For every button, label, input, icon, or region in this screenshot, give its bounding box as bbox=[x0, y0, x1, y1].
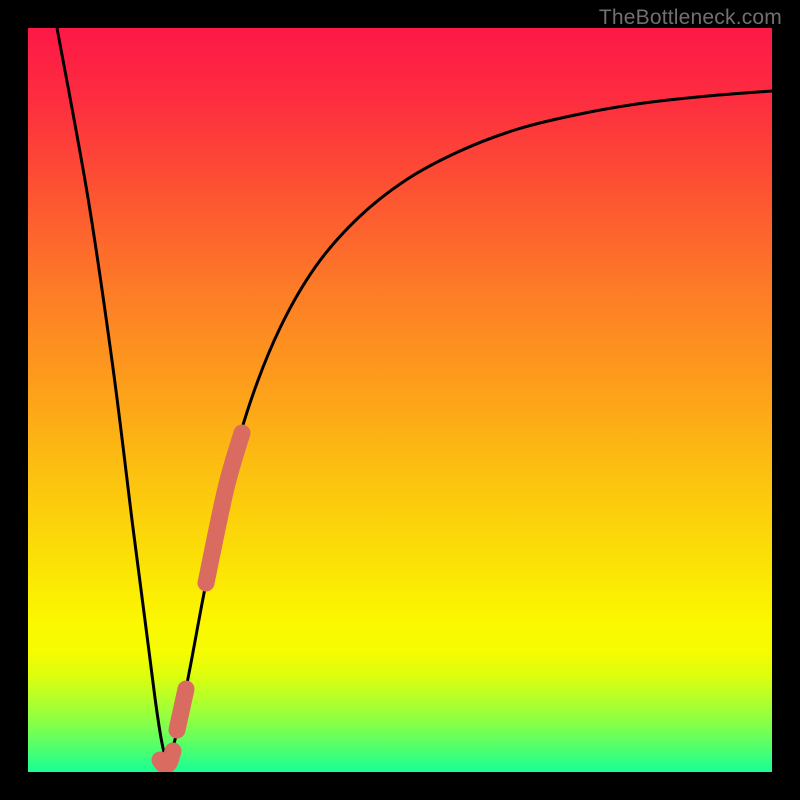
frame-border-bottom bbox=[0, 772, 800, 800]
watermark-text: TheBottleneck.com bbox=[599, 6, 782, 30]
frame-border-right bbox=[772, 0, 800, 800]
curves-layer bbox=[28, 28, 772, 772]
main-curve-segment-0 bbox=[57, 28, 168, 763]
plot-area bbox=[28, 28, 772, 772]
overlay-band-segment-2 bbox=[160, 751, 173, 765]
main-curve-segment-1 bbox=[168, 91, 772, 763]
overlay-band-segment-0 bbox=[206, 433, 242, 583]
frame-border-left bbox=[0, 0, 28, 800]
chart-container: TheBottleneck.com bbox=[0, 0, 800, 800]
overlay-band-segment-1 bbox=[177, 689, 186, 730]
